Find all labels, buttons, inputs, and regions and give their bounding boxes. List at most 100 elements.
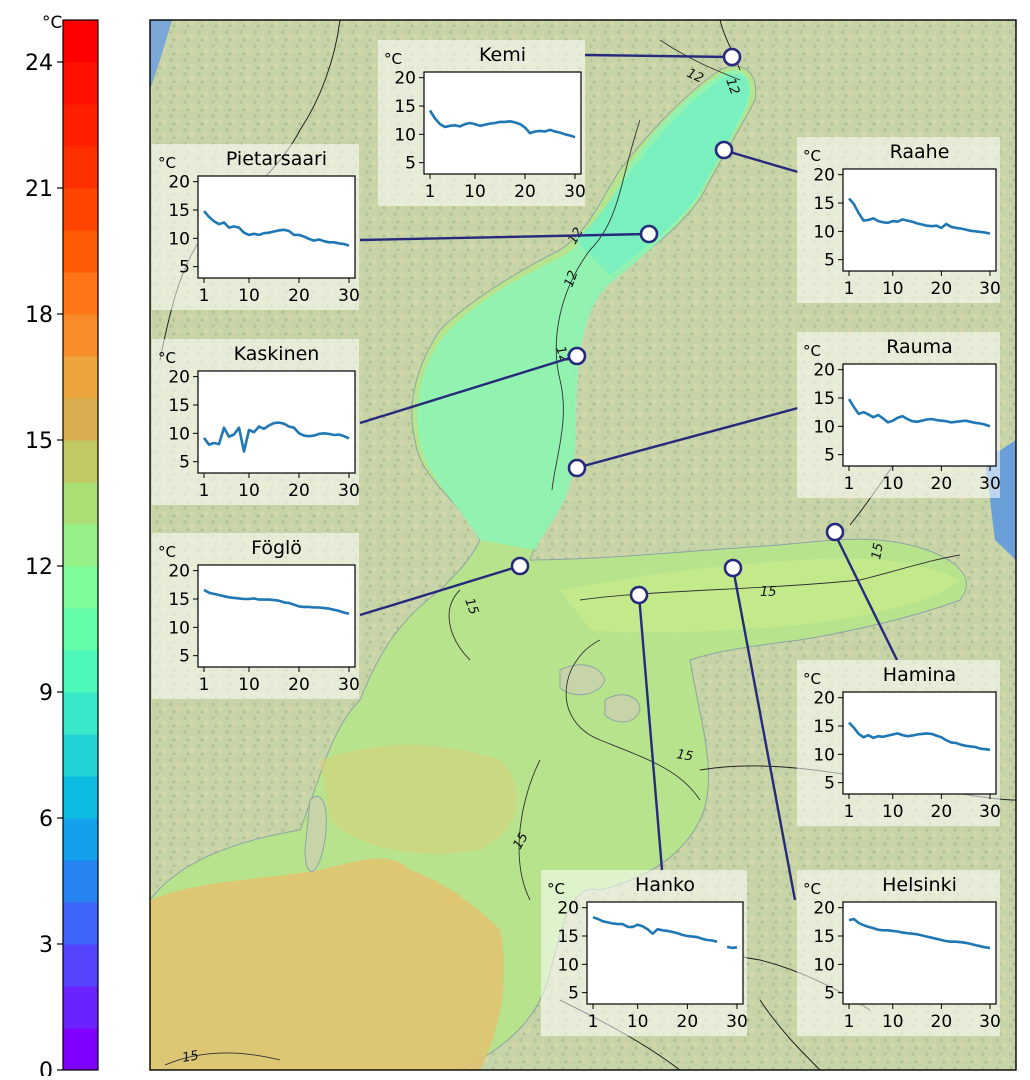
contour-label: 15 (869, 542, 887, 561)
contour-label: 15 (675, 747, 694, 765)
inset-plot-area (198, 565, 355, 667)
station-marker-kaskinen[interactable] (569, 348, 585, 364)
inset-plot-area (843, 692, 996, 794)
inset-title: Raahe (890, 141, 950, 163)
inset-y-tick-label: 10 (813, 222, 835, 242)
inset-y-tick-label: 15 (394, 97, 416, 117)
inset-x-tick-label: 20 (931, 1012, 953, 1032)
colorbar-step (63, 398, 98, 441)
colorbar-tick-label: 3 (39, 933, 53, 958)
inset-x-tick-label: 30 (338, 286, 360, 306)
inset-y-tick-label: 10 (168, 618, 190, 638)
inset-x-tick-label: 1 (199, 286, 210, 306)
inset-x-tick-label: 20 (931, 802, 953, 822)
inset-x-tick-label: 1 (844, 279, 855, 299)
inset-x-tick-label: 30 (979, 1012, 1001, 1032)
inset-plot-area (198, 176, 355, 278)
station-marker-hanko[interactable] (631, 587, 647, 603)
inset-plot-area (587, 902, 743, 1004)
colorbar-step (63, 188, 98, 231)
inset-y-tick-label: 15 (168, 396, 190, 416)
station-marker-foglo[interactable] (512, 558, 528, 574)
inset-y-tick-label: 20 (394, 69, 416, 89)
inset-x-tick-label: 1 (199, 481, 210, 501)
southern-warm-area (150, 858, 504, 1070)
inset-y-tick-label: 5 (824, 984, 835, 1004)
inset-x-tick-label: 20 (931, 279, 953, 299)
inset-title: Kemi (479, 44, 526, 66)
inset-title: Hanko (635, 874, 695, 896)
inset-y-tick-label: 20 (813, 361, 835, 381)
colorbar-step (63, 902, 98, 945)
inset-x-tick-label: 10 (238, 481, 260, 501)
station-marker-hamina[interactable] (827, 524, 843, 540)
inset-y-unit: °C (803, 342, 821, 360)
colorbar-tick-label: 0 (39, 1059, 53, 1076)
colorbar-step (63, 818, 98, 861)
inset-y-tick-label: 20 (168, 562, 190, 582)
station-marker-kemi[interactable] (724, 49, 740, 65)
station-marker-pietarsaari[interactable] (641, 226, 657, 242)
inset-y-tick-label: 5 (405, 154, 416, 174)
station-marker-helsinki[interactable] (725, 560, 741, 576)
colorbar-step (63, 104, 98, 147)
colorbar-color-steps (63, 20, 98, 1071)
inset-x-tick-label: 10 (238, 675, 260, 695)
inset-y-unit: °C (547, 880, 565, 898)
inset-title: Hamina (883, 664, 956, 686)
inset-y-tick-label: 20 (813, 166, 835, 186)
inset-y-unit: °C (158, 543, 176, 561)
inset-title: Föglö (251, 537, 302, 559)
inset-y-unit: °C (803, 670, 821, 688)
contour-label: 15 (181, 1048, 200, 1066)
inset-y-tick-label: 10 (557, 955, 579, 975)
inset-y-tick-label: 5 (568, 984, 579, 1004)
inset-x-tick-label: 20 (514, 182, 536, 202)
colorbar-step (63, 692, 98, 735)
inset-x-tick-label: 1 (844, 1012, 855, 1032)
colorbar-step (63, 62, 98, 105)
inset-x-tick-label: 10 (627, 1012, 649, 1032)
inset-x-tick-label: 30 (726, 1012, 748, 1032)
inset-y-tick-label: 20 (557, 899, 579, 919)
inset-x-tick-label: 30 (338, 675, 360, 695)
inset-x-tick-label: 10 (882, 474, 904, 494)
inset-y-tick-label: 5 (179, 647, 190, 667)
inset-y-unit: °C (803, 880, 821, 898)
inset-title: Rauma (886, 336, 953, 358)
inset-x-tick-label: 30 (979, 802, 1001, 822)
colorbar-step (63, 482, 98, 525)
contour-label: 15 (760, 585, 777, 600)
station-marker-rauma[interactable] (569, 460, 585, 476)
inset-y-tick-label: 10 (168, 424, 190, 444)
inset-y-tick-label: 20 (168, 368, 190, 388)
inset-x-tick-label: 30 (979, 474, 1001, 494)
inset-y-tick-label: 20 (168, 173, 190, 193)
inset-y-unit: °C (158, 154, 176, 172)
colorbar-step (63, 986, 98, 1029)
inset-x-tick-label: 10 (464, 182, 486, 202)
colorbar-step (63, 944, 98, 987)
colorbar-tick-label: 21 (25, 177, 53, 202)
inset-x-tick-label: 10 (238, 286, 260, 306)
colorbar-step (63, 146, 98, 189)
station-marker-raahe[interactable] (716, 142, 732, 158)
inset-y-tick-label: 15 (813, 194, 835, 214)
inset-x-tick-label: 20 (677, 1012, 699, 1032)
inset-y-tick-label: 10 (813, 745, 835, 765)
inset-title: Helsinki (882, 874, 957, 896)
inset-y-tick-label: 10 (813, 955, 835, 975)
colorbar-step (63, 440, 98, 483)
inset-y-tick-label: 15 (557, 927, 579, 947)
colorbar-tick-label: 24 (25, 51, 53, 76)
